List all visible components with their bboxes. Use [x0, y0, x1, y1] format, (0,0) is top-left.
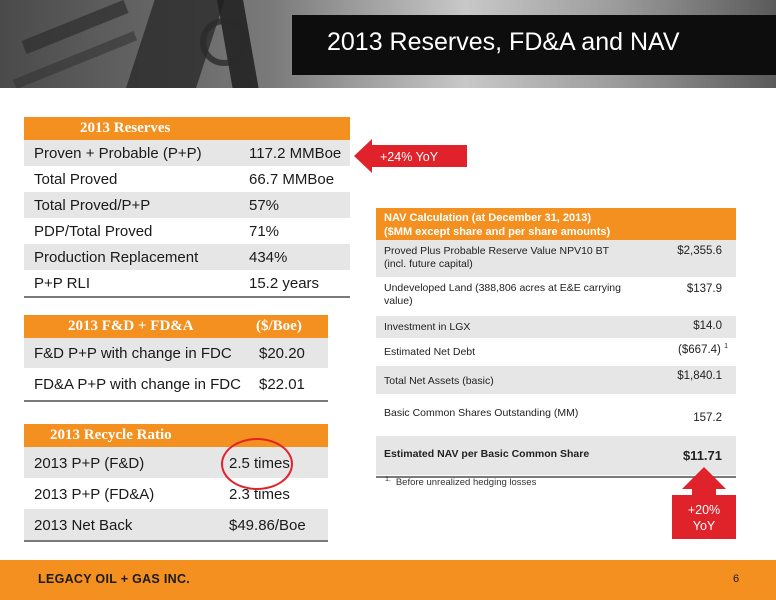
row-label: Basic Common Shares Outstanding (MM)	[384, 407, 579, 419]
nav-callout-line2: YoY	[693, 519, 716, 533]
row-label: Production Replacement	[34, 249, 199, 266]
nav-yoy-arrow-callout: +20% YoY	[672, 467, 736, 539]
fda-header-unit: ($/Boe)	[256, 318, 302, 334]
table-row: Undeveloped Land (388,806 acres at E&E c…	[376, 278, 736, 316]
footnote-ref: 1	[724, 343, 728, 350]
row-value: $14.0	[693, 320, 722, 332]
table-row: 2013 P+P (FD&A) 2.3 times	[24, 478, 328, 509]
row-value: $1,840.1	[677, 370, 722, 382]
page-number: 6	[733, 573, 740, 585]
table-row: Investment in LGX $14.0	[376, 316, 736, 339]
reserves-table: 2013 Reserves Proven + Probable (P+P) 11…	[24, 117, 350, 298]
row-value: $49.86/Boe	[229, 517, 306, 534]
row-value: $11.71	[682, 448, 722, 463]
table-row: Total Proved/P+P 57%	[24, 192, 350, 218]
table-row: Basic Common Shares Outstanding (MM) 157…	[376, 395, 736, 436]
fda-table: 2013 F&D + FD&A ($/Boe) F&D P+P with cha…	[24, 315, 328, 402]
table-row: Proven + Probable (P+P) 117.2 MMBoe	[24, 140, 350, 166]
row-value: 66.7 MMBoe	[249, 171, 335, 188]
row-value: 57%	[249, 197, 280, 214]
table-row: F&D P+P with change in FDC $20.20	[24, 338, 328, 368]
row-label: Estimated NAV per Basic Common Share	[384, 448, 590, 460]
row-label: Proved Plus Probable Reserve Value NPV10…	[384, 245, 610, 257]
row-label: P+P RLI	[34, 275, 91, 292]
table-row: Estimated Net Debt ($667.4) 1	[376, 339, 736, 366]
row-label: Investment in LGX	[384, 321, 471, 333]
nav-header: NAV Calculation (at December 31, 2013) (…	[376, 208, 736, 240]
row-value: $2,355.6	[677, 245, 722, 257]
row-label: Total Proved	[34, 171, 118, 188]
nav-callout-line1: +20%	[688, 503, 720, 517]
highlight-circle	[221, 438, 293, 490]
row-value: 71%	[249, 223, 280, 240]
row-value: $137.9	[686, 283, 722, 295]
footer-bar: LEGACY OIL + GAS INC. 6	[0, 560, 776, 600]
row-value: ($667.4)	[678, 343, 721, 356]
footnote: 1. Before unrealized hedging losses	[385, 476, 536, 488]
row-value: $20.20	[259, 345, 305, 362]
nav-table: NAV Calculation (at December 31, 2013) (…	[376, 208, 736, 478]
recycle-table: 2013 Recycle Ratio 2013 P+P (F&D) 2.5 ti…	[24, 424, 328, 542]
row-label-2: (incl. future capital)	[384, 258, 473, 270]
up-arrow-icon	[672, 467, 736, 539]
left-arrow-icon	[354, 139, 467, 173]
row-value: $22.01	[259, 376, 305, 393]
table-row: Estimated NAV per Basic Common Share $11…	[376, 436, 736, 476]
table-row: Production Replacement 434%	[24, 244, 350, 270]
row-label: PDP/Total Proved	[34, 223, 153, 240]
row-value: 157.2	[693, 412, 722, 424]
recycle-header-label: 2013 Recycle Ratio	[50, 427, 172, 443]
table-row: PDP/Total Proved 71%	[24, 218, 350, 244]
row-value: 15.2 years	[249, 275, 320, 292]
row-label-2: value)	[384, 295, 413, 307]
yoy-arrow-callout: +24% YoY	[354, 139, 467, 173]
row-label: Estimated Net Debt	[384, 346, 476, 358]
row-label: Proven + Probable (P+P)	[34, 145, 202, 162]
title-box: 2013 Reserves, FD&A and NAV	[292, 15, 776, 75]
table-row: P+P RLI 15.2 years	[24, 270, 350, 296]
reserves-header-label: 2013 Reserves	[80, 120, 171, 136]
footnote-text: Before unrealized hedging losses	[395, 477, 537, 489]
row-label: 2013 P+P (FD&A)	[34, 486, 155, 503]
row-label: Total Net Assets (basic)	[384, 375, 494, 387]
fda-header-label: 2013 F&D + FD&A	[68, 318, 194, 334]
recycle-header: 2013 Recycle Ratio	[24, 424, 328, 447]
table-row: Proved Plus Probable Reserve Value NPV10…	[376, 240, 736, 278]
row-label: 2013 P+P (F&D)	[34, 455, 145, 472]
page-title: 2013 Reserves, FD&A and NAV	[327, 28, 680, 56]
row-label: 2013 Net Back	[34, 517, 133, 534]
yoy-callout-text: +24% YoY	[380, 150, 439, 164]
nav-header-line2: ($MM except share and per share amounts)	[384, 226, 611, 238]
row-label: FD&A P+P with change in FDC	[34, 376, 241, 393]
reserves-header: 2013 Reserves	[24, 117, 350, 140]
row-value: 117.2 MMBoe	[249, 145, 342, 162]
row-label: Undeveloped Land (388,806 acres at E&E c…	[384, 282, 621, 294]
row-label: F&D P+P with change in FDC	[34, 345, 232, 362]
footnote-mark: 1.	[385, 476, 391, 483]
fda-header: 2013 F&D + FD&A ($/Boe)	[24, 315, 328, 338]
nav-header-line1: NAV Calculation (at December 31, 2013)	[384, 212, 592, 224]
row-value: 2.3 times	[229, 486, 290, 503]
table-row: Total Proved 66.7 MMBoe	[24, 166, 350, 192]
table-row: 2013 Net Back $49.86/Boe	[24, 509, 328, 540]
row-value: 434%	[249, 249, 288, 266]
table-row: FD&A P+P with change in FDC $22.01	[24, 368, 328, 400]
table-row: Total Net Assets (basic) $1,840.1	[376, 366, 736, 395]
footer-brand: LEGACY OIL + GAS INC.	[38, 572, 191, 586]
row-label: Total Proved/P+P	[34, 197, 151, 214]
